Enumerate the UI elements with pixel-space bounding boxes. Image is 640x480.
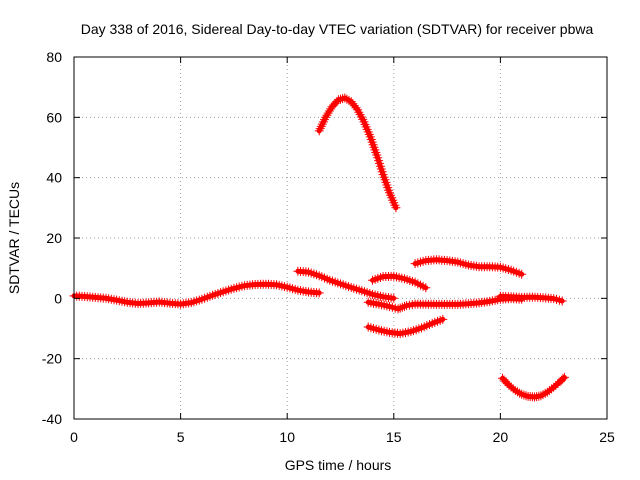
data-point-marker [395, 303, 405, 313]
data-point-marker [551, 380, 561, 390]
x-tick-label: 20 [493, 429, 509, 445]
data-point-marker [397, 302, 407, 312]
y-tick-label: -40 [42, 411, 62, 427]
data-point-marker [340, 93, 350, 103]
data-point-marker [353, 105, 363, 115]
data-point-marker [314, 126, 324, 136]
data-point-marker [521, 391, 531, 401]
data-series-group [69, 93, 569, 402]
chart-title: Day 338 of 2016, Sidereal Day-to-day VTE… [81, 21, 594, 37]
data-point-marker [559, 372, 569, 382]
data-point-marker [536, 391, 546, 401]
data-point-marker [438, 314, 448, 324]
data-point-marker [317, 119, 327, 129]
series-track-2 [293, 266, 399, 303]
data-point-marker [515, 388, 525, 398]
y-tick-label: 20 [46, 230, 62, 246]
data-point-marker [314, 288, 324, 298]
data-point-marker [356, 112, 366, 122]
data-point-marker [400, 301, 409, 311]
data-point-marker [354, 107, 364, 117]
data-point-marker [332, 97, 342, 107]
data-point-marker [338, 94, 348, 104]
data-point-marker [318, 117, 328, 127]
x-tick-label: 10 [279, 429, 295, 445]
data-point-marker [391, 203, 401, 213]
data-point-marker [316, 121, 326, 131]
data-point-marker [549, 382, 559, 392]
grid [74, 57, 607, 419]
series-track-9 [498, 372, 569, 402]
data-point-marker [558, 374, 568, 384]
y-axis-label: SDTVAR / TECUs [6, 182, 22, 294]
series-track-4 [368, 271, 431, 293]
y-tick-label: 60 [46, 109, 62, 125]
data-point-marker [519, 390, 529, 400]
y-tick-label: 40 [46, 170, 62, 186]
series-track-8 [495, 291, 567, 306]
series-track-7 [410, 255, 527, 279]
data-point-marker [421, 283, 431, 293]
data-point-marker [355, 110, 365, 120]
data-point-marker [315, 124, 325, 134]
data-point-marker [320, 115, 329, 125]
data-point-marker [517, 269, 527, 279]
data-point-marker [557, 296, 567, 306]
data-point-marker [538, 390, 548, 400]
data-point-marker [342, 94, 352, 104]
x-tick-label: 5 [177, 429, 185, 445]
y-tick-label: -20 [42, 351, 62, 367]
data-point-marker [393, 304, 403, 314]
data-point-marker [333, 95, 343, 105]
data-point-marker [504, 380, 514, 390]
x-tick-label: 0 [70, 429, 78, 445]
series-track-6 [363, 314, 448, 339]
y-tick-label: 0 [54, 290, 62, 306]
x-tick-label: 15 [386, 429, 402, 445]
axis-ticks: 0 5 10 15 20 25 -40 -20 0 20 40 60 80 [42, 49, 615, 445]
data-point-marker [389, 293, 399, 303]
plot-frame [73, 56, 608, 420]
data-point-marker [506, 382, 516, 392]
x-tick-label: 25 [599, 429, 615, 445]
series-track-3 [314, 93, 401, 213]
series-track-1 [69, 279, 324, 309]
data-point-marker [517, 389, 527, 399]
x-axis-label: GPS time / hours [285, 457, 392, 473]
y-tick-label: 80 [46, 49, 62, 65]
